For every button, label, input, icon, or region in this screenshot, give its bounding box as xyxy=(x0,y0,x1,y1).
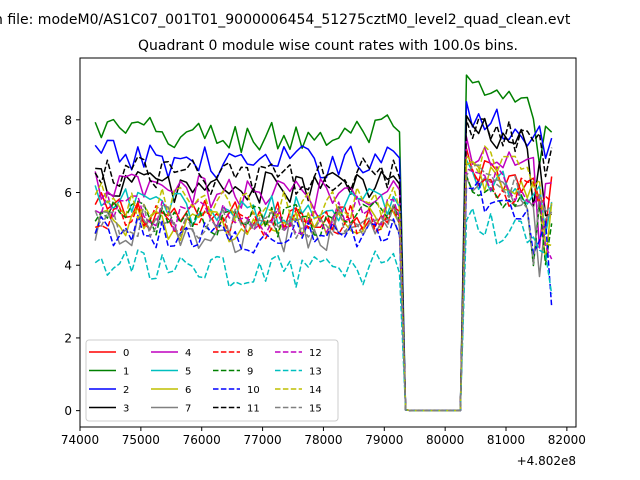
legend-label-0: 0 xyxy=(123,348,129,359)
series-line-10 xyxy=(94,180,553,412)
legend-label-9: 9 xyxy=(247,367,253,378)
x-tick-label: 74000 xyxy=(61,433,99,447)
chart-title: Quadrant 0 module wise count rates with … xyxy=(138,38,518,54)
y-tick-label: 6 xyxy=(64,186,72,200)
x-tick-label: 78000 xyxy=(304,433,342,447)
series-line-14 xyxy=(94,145,552,412)
series-line-11 xyxy=(94,118,553,412)
series-line-4 xyxy=(94,136,552,412)
legend-label-12: 12 xyxy=(309,348,322,359)
legend-label-3: 3 xyxy=(123,404,129,415)
plot-frame xyxy=(79,57,577,428)
legend-label-2: 2 xyxy=(123,385,129,396)
y-tick-label: 2 xyxy=(64,331,72,345)
x-tick-label: 81000 xyxy=(487,433,525,447)
series-line-15 xyxy=(94,164,553,412)
y-tick-label: 8 xyxy=(64,113,72,127)
x-tick-label: 75000 xyxy=(122,433,160,447)
x-tick-label: 80000 xyxy=(426,433,464,447)
series-line-13 xyxy=(94,207,553,412)
series-line-12 xyxy=(94,166,553,412)
legend-label-14: 14 xyxy=(309,385,322,396)
series-line-8 xyxy=(94,168,553,412)
legend-label-10: 10 xyxy=(247,385,260,396)
x-tick-label: 77000 xyxy=(243,433,281,447)
y-tick-label: 4 xyxy=(64,259,72,273)
series-line-9 xyxy=(94,174,553,412)
legend-frame xyxy=(85,339,339,422)
x-axis: 74000 75000 76000 77000 78000 79000 80000 81000… xyxy=(61,427,586,447)
x-tick-label: 79000 xyxy=(365,433,403,447)
legend-label-5: 5 xyxy=(185,367,191,378)
legend-label-15: 15 xyxy=(309,404,322,415)
legend-label-6: 6 xyxy=(185,385,191,396)
legend-label-13: 13 xyxy=(309,367,322,378)
legend-label-7: 7 xyxy=(185,404,191,415)
series-line-5 xyxy=(94,159,553,412)
x-tick-label: 82000 xyxy=(548,433,586,447)
legend-label-4: 4 xyxy=(185,348,191,359)
figure-suptitle: n file: modeM0/AS1C07_001T01_9000006454_… xyxy=(0,12,571,28)
legend-label-11: 11 xyxy=(247,404,260,415)
legend-label-1: 1 xyxy=(123,367,129,378)
series-layer xyxy=(94,74,553,412)
series-line-1 xyxy=(94,74,553,412)
x-offset-label: +4.802e8 xyxy=(517,454,576,468)
y-tick-label: 0 xyxy=(64,404,72,418)
legend-label-8: 8 xyxy=(247,348,253,359)
y-axis: 0 2 4 6 8 xyxy=(64,113,80,418)
x-tick-label: 76000 xyxy=(183,433,221,447)
